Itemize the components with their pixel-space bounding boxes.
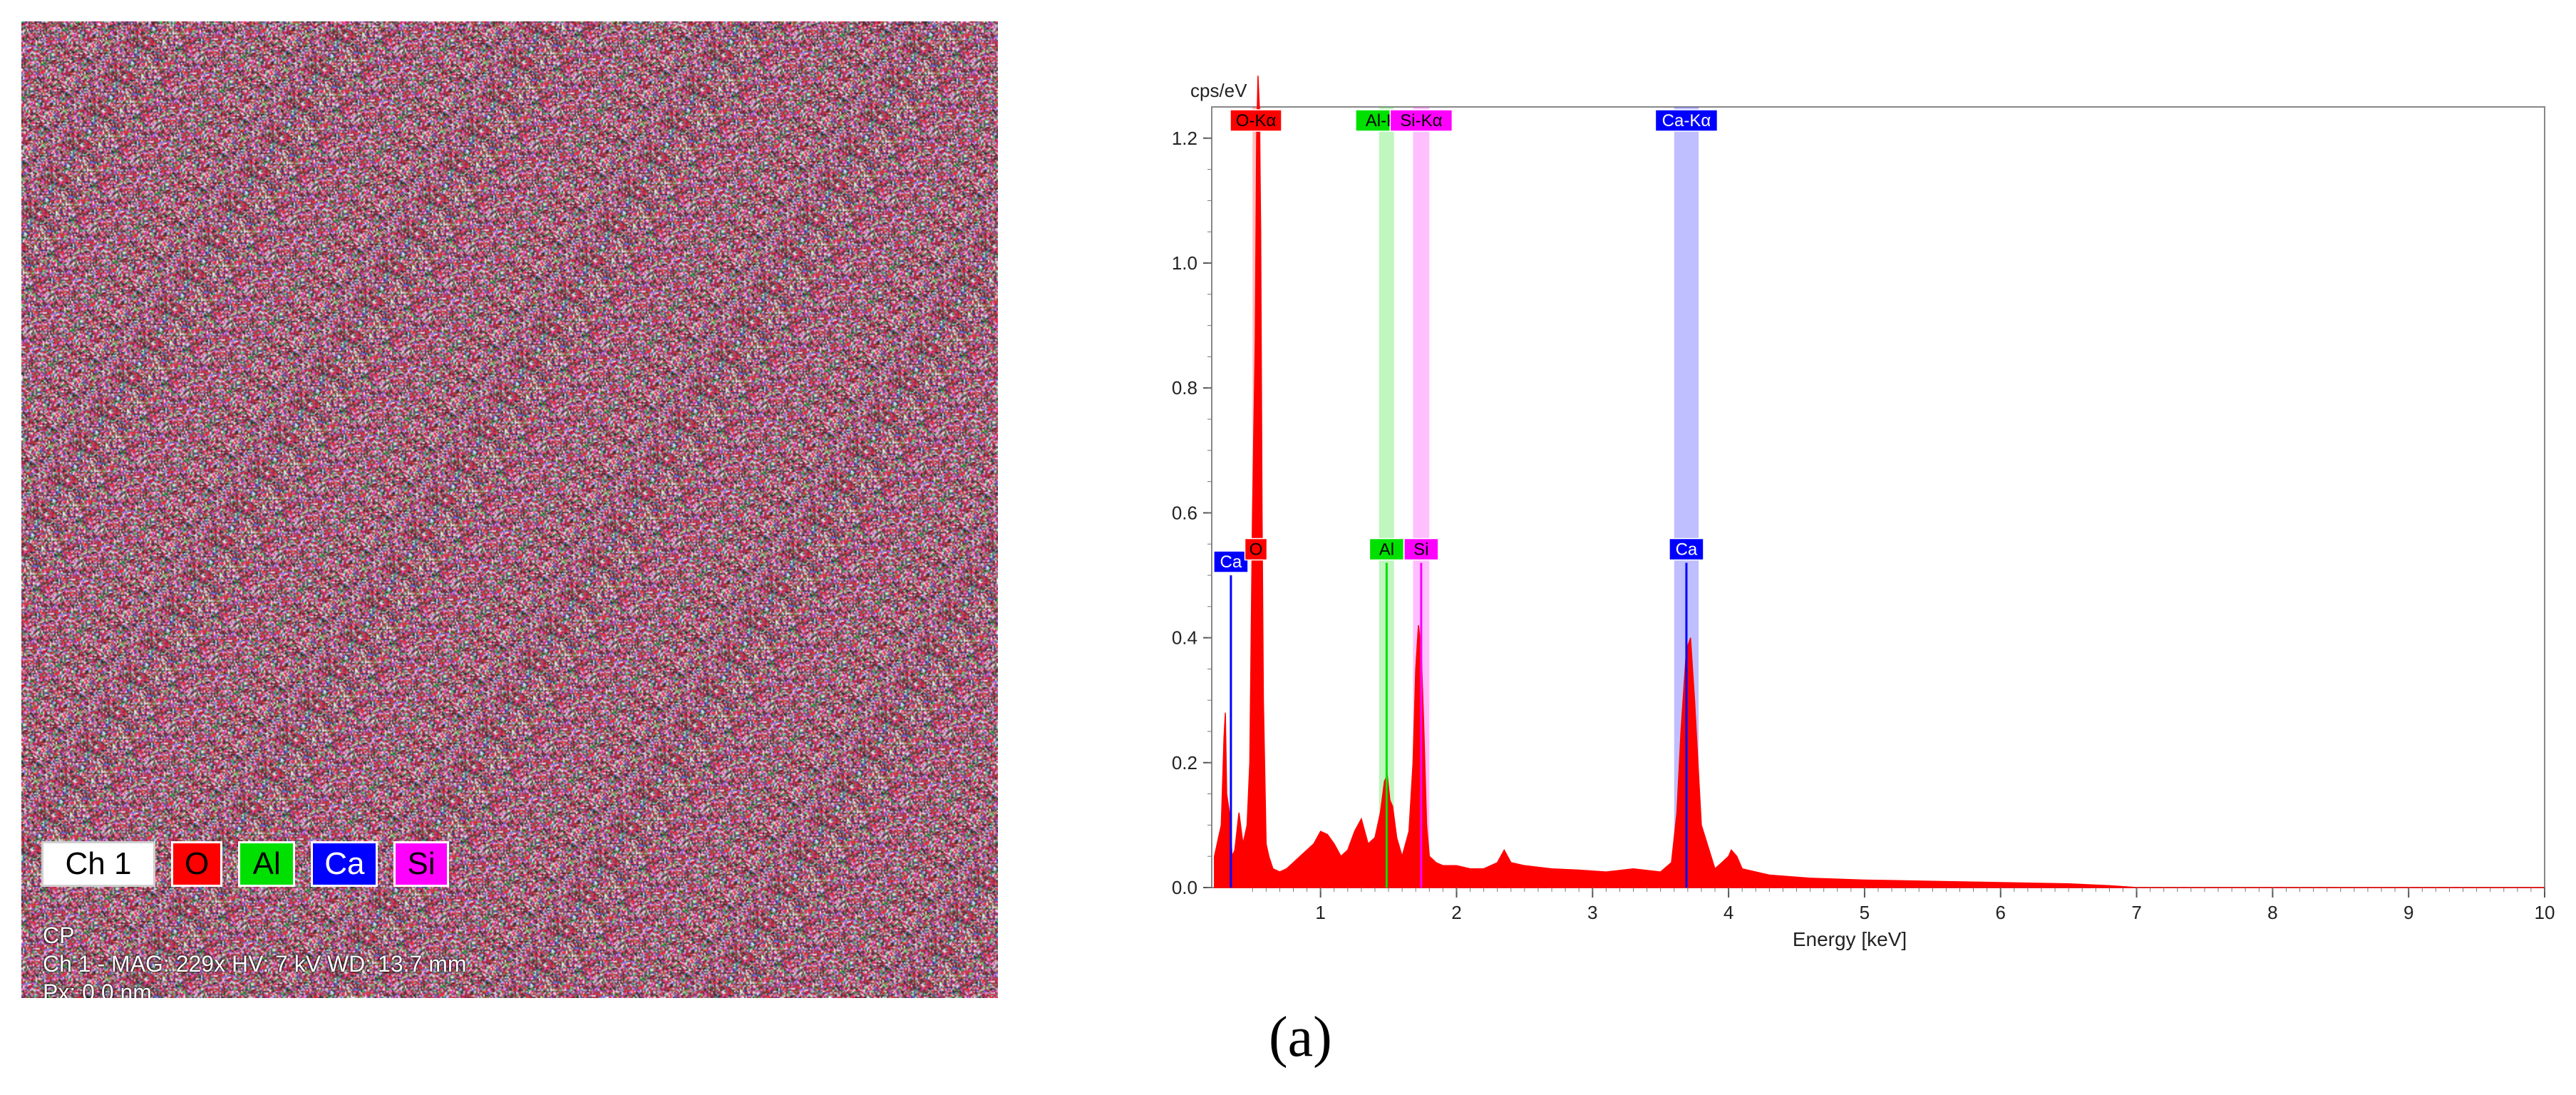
x-tick-label-1: 2 <box>1451 902 1461 923</box>
x-tick-label-9: 10 <box>2535 902 2555 923</box>
element-marker-label-3: Si <box>1413 540 1428 559</box>
legend-silicon: Si <box>393 841 449 887</box>
x-tick-label-2: 3 <box>1587 902 1597 923</box>
y-tick-label-1: 0.2 <box>1172 752 1197 773</box>
element-marker-box-3 <box>1403 538 1439 561</box>
y-tick-label-0: 0.0 <box>1172 877 1197 898</box>
plot-frame <box>1211 106 2545 888</box>
y-tick-label-6: 1.2 <box>1172 128 1197 149</box>
map-legend: Ch 1 O Al Ca Si <box>41 841 449 887</box>
x-tick-label-6: 7 <box>2131 902 2141 923</box>
kalpha-label-box-2 <box>1389 109 1453 132</box>
kalpha-label-2: Si-Kα <box>1400 111 1442 130</box>
element-marker-box-1 <box>1244 538 1268 561</box>
legend-oxygen: O <box>171 841 223 887</box>
map-info: CP Ch 1 - MAG: 229x HV: 7 kV WD: 13.7 mm… <box>43 921 467 998</box>
legend-calcium: Ca <box>311 841 378 887</box>
y-tick-label-3: 0.6 <box>1172 502 1197 523</box>
legend-ch1: Ch 1 <box>41 841 155 887</box>
x-tick-label-7: 8 <box>2267 902 2277 923</box>
element-marker-2: Al <box>1369 538 1405 561</box>
kalpha-label-box-3 <box>1654 109 1719 132</box>
x-tick-label-3: 4 <box>1724 902 1733 923</box>
element-map-image: Ch 1 O Al Ca Si CP Ch 1 - MAG: 229x HV: … <box>21 21 998 998</box>
element-marker-4: Ca <box>1669 538 1704 561</box>
x-axis-label: Energy [keV] <box>1793 928 1907 950</box>
element-marker-3: Si <box>1403 538 1439 561</box>
kalpha-label-0: O-Kα <box>1236 111 1277 130</box>
element-marker-box-0 <box>1213 550 1249 573</box>
spectrum-area <box>1214 76 2545 888</box>
element-marker-box-4 <box>1669 538 1704 561</box>
y-axis-label: cps/eV <box>1190 80 1247 101</box>
kalpha-label-3: Ca-Kα <box>1662 111 1711 130</box>
element-marker-label-1: O <box>1250 540 1263 559</box>
kalpha-band-1 <box>1379 107 1394 888</box>
figure-caption: (a) <box>1269 1006 1332 1069</box>
element-marker-box-2 <box>1369 538 1405 561</box>
x-tick-label-0: 1 <box>1315 902 1325 923</box>
map-info-line-2: Ch 1 - MAG: 229x HV: 7 kV WD: 13.7 mm <box>43 951 467 977</box>
element-map-noise <box>21 21 998 998</box>
y-tick-label-2: 0.4 <box>1172 627 1197 649</box>
y-tick-label-5: 1.0 <box>1172 252 1197 274</box>
legend-aluminum: Al <box>238 841 296 887</box>
x-tick-label-4: 5 <box>1860 902 1870 923</box>
element-marker-label-4: Ca <box>1676 540 1698 559</box>
y-tick-label-4: 0.8 <box>1172 377 1197 399</box>
x-tick-label-5: 6 <box>1996 902 2006 923</box>
map-info-line-3: Px: 0.0 nm <box>43 980 152 998</box>
x-tick-label-8: 9 <box>2404 902 2413 923</box>
map-info-line-1: CP <box>43 922 75 948</box>
element-marker-0: Ca <box>1213 550 1249 573</box>
eds-spectrum-chart: Ca O Al Si Ca O-Kα Al-Kα Si-Kα Ca-Kα 0.0 0.2 0.4 0.6… <box>1126 71 2576 962</box>
element-marker-label-0: Ca <box>1220 552 1242 572</box>
kalpha-label-box-0 <box>1230 109 1282 132</box>
element-marker-1: O <box>1244 538 1268 561</box>
element-marker-label-2: Al <box>1379 540 1394 559</box>
